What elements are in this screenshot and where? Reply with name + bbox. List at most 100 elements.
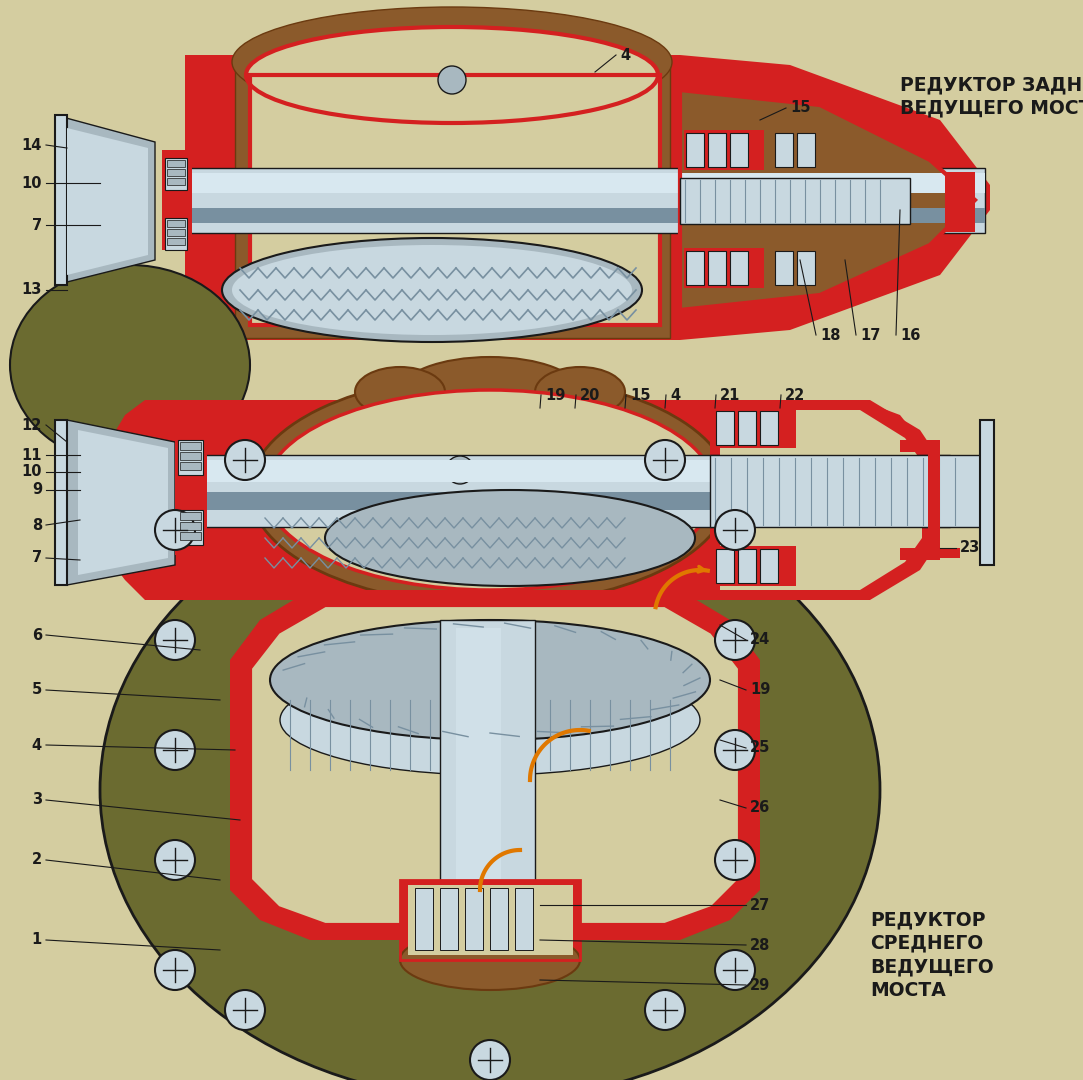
Bar xyxy=(716,546,796,586)
Bar xyxy=(716,408,796,448)
Polygon shape xyxy=(465,888,483,950)
Ellipse shape xyxy=(400,930,580,990)
Circle shape xyxy=(155,510,195,550)
Ellipse shape xyxy=(400,357,580,427)
Text: 7: 7 xyxy=(31,551,42,566)
Bar xyxy=(400,880,580,960)
Text: 28: 28 xyxy=(751,937,770,953)
Bar xyxy=(55,420,67,585)
Text: 8: 8 xyxy=(31,517,42,532)
Text: РЕДУКТОР
СРЕДНЕГО
ВЕДУЩЕГО
МОСТА: РЕДУКТОР СРЕДНЕГО ВЕДУЩЕГО МОСТА xyxy=(870,910,994,999)
Circle shape xyxy=(470,1040,510,1080)
Bar xyxy=(684,130,764,170)
Bar xyxy=(180,532,201,540)
Ellipse shape xyxy=(222,238,642,342)
Text: 9: 9 xyxy=(31,483,42,498)
Ellipse shape xyxy=(232,245,632,335)
Ellipse shape xyxy=(355,367,445,417)
Circle shape xyxy=(715,510,755,550)
Bar xyxy=(408,885,573,955)
Ellipse shape xyxy=(270,620,710,740)
Bar xyxy=(167,168,185,176)
Polygon shape xyxy=(250,75,660,325)
Bar xyxy=(738,549,756,583)
Circle shape xyxy=(715,950,755,990)
Text: 23: 23 xyxy=(960,540,980,555)
Polygon shape xyxy=(67,129,148,275)
Bar xyxy=(760,549,778,583)
Bar xyxy=(167,220,185,227)
Bar xyxy=(440,620,535,900)
Bar xyxy=(175,435,207,555)
Ellipse shape xyxy=(246,27,658,123)
Polygon shape xyxy=(55,114,155,285)
Bar xyxy=(120,492,950,510)
Text: 17: 17 xyxy=(860,327,880,342)
Text: 7: 7 xyxy=(31,217,42,232)
Text: 6: 6 xyxy=(31,627,42,643)
Bar xyxy=(185,168,986,233)
Polygon shape xyxy=(720,410,922,590)
Text: 10: 10 xyxy=(22,464,42,480)
Polygon shape xyxy=(235,62,670,338)
Bar xyxy=(738,411,756,445)
Text: 11: 11 xyxy=(22,447,42,462)
Polygon shape xyxy=(516,888,533,950)
Bar xyxy=(178,510,203,545)
Text: 13: 13 xyxy=(22,283,42,297)
Text: 25: 25 xyxy=(751,741,770,756)
Circle shape xyxy=(715,730,755,770)
Text: 20: 20 xyxy=(580,388,600,403)
Bar xyxy=(120,460,950,482)
Bar xyxy=(180,522,201,530)
Polygon shape xyxy=(250,605,740,924)
Polygon shape xyxy=(440,888,458,950)
Bar xyxy=(797,251,815,285)
Polygon shape xyxy=(230,590,760,940)
Bar xyxy=(180,453,201,460)
Text: 15: 15 xyxy=(790,100,810,116)
Bar xyxy=(165,158,187,190)
Bar xyxy=(775,133,793,167)
Bar xyxy=(945,172,975,232)
Text: 22: 22 xyxy=(785,388,806,403)
Bar xyxy=(167,238,185,245)
Text: 19: 19 xyxy=(545,388,565,403)
Polygon shape xyxy=(490,888,508,950)
Polygon shape xyxy=(710,400,940,600)
Bar xyxy=(760,411,778,445)
Bar xyxy=(185,173,986,193)
Bar xyxy=(686,251,704,285)
Circle shape xyxy=(715,620,755,660)
Bar xyxy=(710,455,990,527)
Text: 4: 4 xyxy=(619,48,630,63)
Ellipse shape xyxy=(100,480,880,1080)
Bar xyxy=(680,178,910,224)
Text: 29: 29 xyxy=(751,977,770,993)
Bar xyxy=(708,133,726,167)
Text: 16: 16 xyxy=(900,327,921,342)
Text: 4: 4 xyxy=(31,738,42,753)
Polygon shape xyxy=(185,55,990,340)
Bar xyxy=(180,442,201,450)
Text: 2: 2 xyxy=(31,852,42,867)
Ellipse shape xyxy=(265,390,715,590)
Text: 15: 15 xyxy=(630,388,651,403)
Bar xyxy=(55,114,67,285)
Text: 18: 18 xyxy=(820,327,840,342)
Circle shape xyxy=(438,66,466,94)
Bar xyxy=(716,549,734,583)
Circle shape xyxy=(645,440,686,480)
Bar xyxy=(180,512,201,519)
Circle shape xyxy=(225,440,265,480)
Ellipse shape xyxy=(280,665,700,775)
Text: 4: 4 xyxy=(670,388,680,403)
Text: РЕДУКТОР ЗАДНЕГО
ВЕДУЩЕГО МОСТА: РЕДУКТОР ЗАДНЕГО ВЕДУЩЕГО МОСТА xyxy=(900,75,1083,118)
Bar xyxy=(167,178,185,185)
Bar xyxy=(165,218,187,249)
Bar xyxy=(716,411,734,445)
Circle shape xyxy=(155,730,195,770)
Bar xyxy=(452,624,512,896)
Circle shape xyxy=(446,456,474,484)
Text: 14: 14 xyxy=(22,137,42,152)
